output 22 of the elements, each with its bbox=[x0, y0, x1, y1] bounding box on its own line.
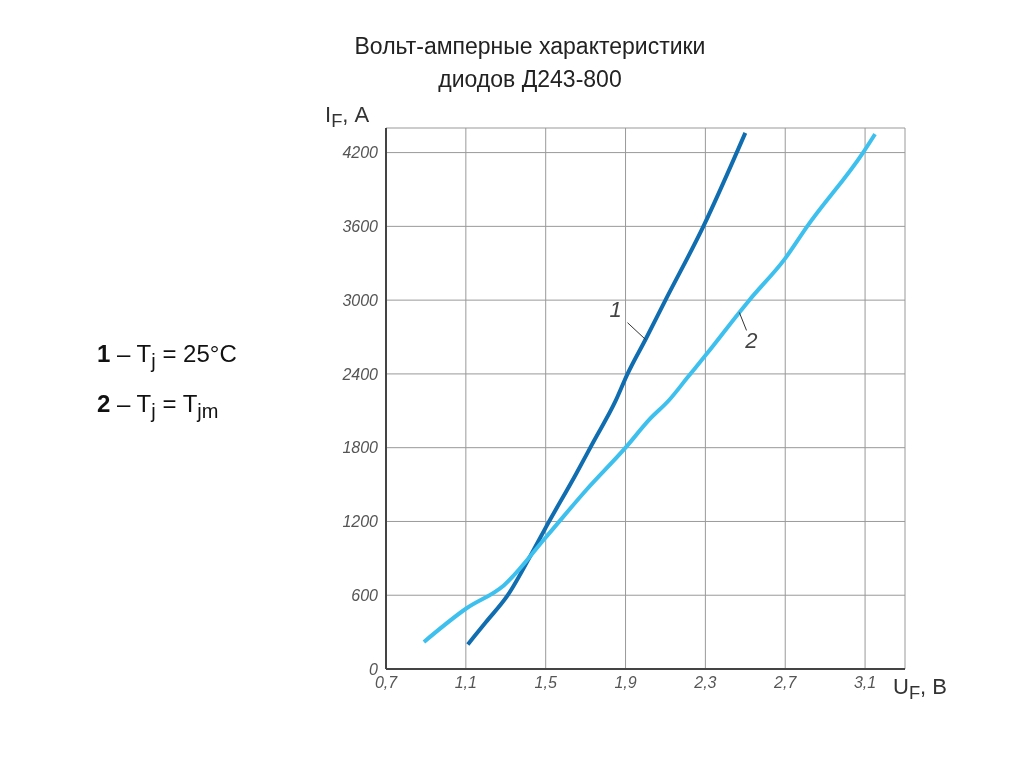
text: 1 – T$_{j}$ = 25°C bbox=[97, 340, 237, 373]
y-tick-label: 1200 bbox=[342, 513, 379, 531]
x-axis-title: U$_{F}$, В bbox=[893, 674, 947, 705]
y-tick-label: 3000 bbox=[342, 291, 379, 309]
x-tick-label: 1,5 bbox=[534, 674, 557, 692]
x-tick-label: 2,3 bbox=[693, 674, 717, 692]
line-series bbox=[421, 132, 878, 644]
x-tick-label: 1,1 bbox=[454, 674, 477, 692]
y-tick-label: 600 bbox=[351, 586, 379, 604]
text: 2 – T$_{j}$ = T$_{jm}$ bbox=[97, 390, 219, 423]
x-tick-label: 3,1 bbox=[853, 674, 877, 692]
y-tick-label: 3600 bbox=[342, 218, 379, 236]
series-label: 2 bbox=[744, 328, 758, 354]
y-tick-label: 2400 bbox=[341, 365, 379, 383]
series-label: 1 bbox=[609, 297, 622, 323]
x-tick-label: 2,7 bbox=[773, 674, 798, 692]
y-tick-label: 4200 bbox=[342, 144, 379, 162]
x-tick-label: 0,7 bbox=[374, 674, 399, 692]
y-axis-title: I$_{F}$, А bbox=[325, 102, 370, 133]
y-tick-label: 1800 bbox=[342, 439, 379, 457]
x-tick-label: 1,9 bbox=[614, 674, 637, 692]
chart-title: Вольт-амперные характеристики диодов Д243-800 bbox=[353, 32, 707, 94]
